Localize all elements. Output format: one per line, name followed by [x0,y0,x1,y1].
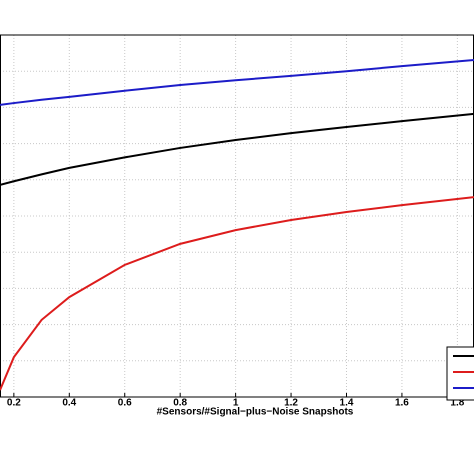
x-tick-label: 0.8 [173,398,187,409]
x-tick-label: 1.8 [450,398,464,409]
x-tick-label: 0.6 [118,398,132,409]
x-tick-label: 1.2 [284,398,298,409]
x-tick-label: 1.6 [395,398,409,409]
x-tick-label: 1 [233,398,239,409]
x-tick-label: 0.2 [7,398,21,409]
series-line [0,58,474,106]
x-tick-label: 0.4 [62,398,76,409]
series-line [0,112,474,186]
legend-box [446,346,474,401]
x-tick-label: 1.4 [340,398,354,409]
x-axis-label: #Sensors/#Signal−plus−Noise Snapshots [157,407,354,418]
series-line [0,196,474,391]
